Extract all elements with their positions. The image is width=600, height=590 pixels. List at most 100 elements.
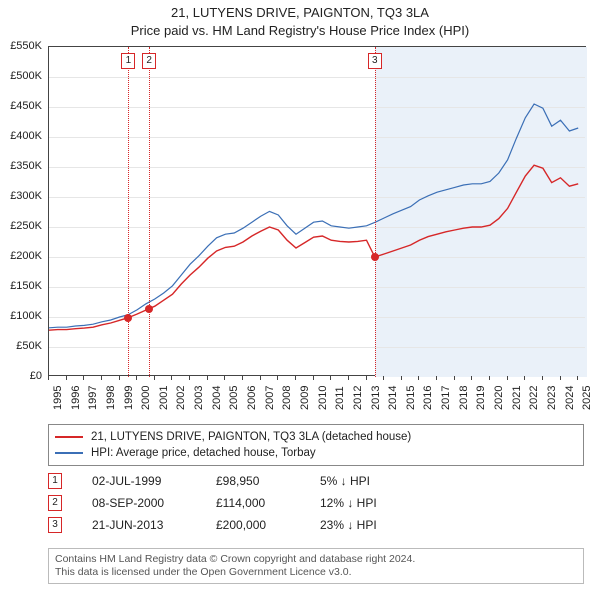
x-tick-label: 2007 [264,386,276,410]
x-tick-label: 2013 [370,386,382,410]
x-tick [577,376,578,380]
x-tick [260,376,261,380]
title-line1: 21, LUTYENS DRIVE, PAIGNTON, TQ3 3LA [0,4,600,22]
x-tick-label: 2021 [511,386,523,410]
y-tick-label: £550K [0,40,42,52]
x-tick [383,376,384,380]
x-tick-label: 2025 [581,386,593,410]
y-tick-label: £150K [0,280,42,292]
x-tick [295,376,296,380]
x-tick-label: 2022 [528,386,540,410]
x-tick [189,376,190,380]
y-tick-label: £250K [0,220,42,232]
x-tick-label: 1995 [52,386,64,410]
x-tick-label: 2019 [475,386,487,410]
x-tick-label: 2023 [546,386,558,410]
title-block: 21, LUTYENS DRIVE, PAIGNTON, TQ3 3LA Pri… [0,0,600,40]
x-tick-label: 2009 [299,386,311,410]
x-tick-label: 2015 [405,386,417,410]
x-tick [471,376,472,380]
x-tick [348,376,349,380]
x-tick-label: 2018 [458,386,470,410]
legend-swatch [55,436,83,438]
x-tick-label: 2016 [422,386,434,410]
sale-delta: 5% ↓ HPI [320,474,410,488]
legend-row: HPI: Average price, detached house, Torb… [55,445,577,461]
footer-line1: Contains HM Land Registry data © Crown c… [55,553,577,566]
x-tick [330,376,331,380]
x-tick-label: 2003 [193,386,205,410]
title-line2: Price paid vs. HM Land Registry's House … [0,22,600,40]
x-tick [560,376,561,380]
y-tick-label: £350K [0,160,42,172]
sale-delta: 12% ↓ HPI [320,496,410,510]
x-tick-label: 2011 [334,386,346,410]
x-tick [524,376,525,380]
x-tick [401,376,402,380]
sale-date: 08-SEP-2000 [92,496,192,510]
footer-line2: This data is licensed under the Open Gov… [55,566,577,579]
x-tick-label: 1997 [87,386,99,410]
x-tick [277,376,278,380]
sale-marker-line [149,47,150,377]
x-tick [436,376,437,380]
sale-marker-line [375,47,376,377]
sale-date: 21-JUN-2013 [92,518,192,532]
x-tick-label: 2006 [246,386,258,410]
chart-container: 21, LUTYENS DRIVE, PAIGNTON, TQ3 3LA Pri… [0,0,600,590]
sale-point [124,314,132,322]
x-tick [101,376,102,380]
y-tick-label: £0 [0,370,42,382]
y-tick-label: £50K [0,340,42,352]
x-tick [224,376,225,380]
x-tick-label: 2000 [140,386,152,410]
sale-row: 321-JUN-2013£200,00023% ↓ HPI [48,514,584,536]
sale-row: 1 02-JUL-1999 £98,950 5% ↓ HPI [48,470,584,492]
x-tick [454,376,455,380]
x-tick [418,376,419,380]
x-tick-label: 2012 [352,386,364,410]
legend-label: HPI: Average price, detached house, Torb… [91,447,316,459]
sale-marker-line [128,47,129,377]
sale-marker-box: 1 [121,53,135,69]
x-tick-label: 2002 [175,386,187,410]
legend-box: 21, LUTYENS DRIVE, PAIGNTON, TQ3 3LA (de… [48,424,584,466]
x-tick [489,376,490,380]
sale-point [145,305,153,313]
sales-table: 102-JUL-1999£98,9505% ↓ HPI208-SEP-2000£… [48,470,584,536]
x-tick-label: 2008 [281,386,293,410]
x-tick [154,376,155,380]
x-tick [242,376,243,380]
series-svg [49,47,587,377]
y-tick-label: £200K [0,250,42,262]
x-tick [66,376,67,380]
x-tick-label: 1998 [105,386,117,410]
x-tick [83,376,84,380]
x-tick [136,376,137,380]
x-tick-label: 2004 [211,386,223,410]
plot-area: 123 [48,46,586,376]
y-tick-label: £100K [0,310,42,322]
sale-price: £114,000 [216,496,296,510]
y-tick-label: £300K [0,190,42,202]
y-tick-label: £500K [0,70,42,82]
x-tick [119,376,120,380]
x-tick-label: 2024 [564,386,576,410]
sale-price: £200,000 [216,518,296,532]
x-tick [48,376,49,380]
x-tick [542,376,543,380]
x-tick [366,376,367,380]
x-tick-label: 2014 [387,386,399,410]
sale-date: 02-JUL-1999 [92,474,192,488]
x-tick [207,376,208,380]
x-tick-label: 1996 [70,386,82,410]
y-tick-label: £450K [0,100,42,112]
x-tick-label: 1999 [123,386,135,410]
y-tick-label: £400K [0,130,42,142]
sale-price: £98,950 [216,474,296,488]
x-tick [171,376,172,380]
x-tick-label: 2001 [158,386,170,410]
sale-row: 208-SEP-2000£114,00012% ↓ HPI [48,492,584,514]
x-tick-label: 2010 [317,386,329,410]
sale-row-marker: 1 [48,473,62,489]
